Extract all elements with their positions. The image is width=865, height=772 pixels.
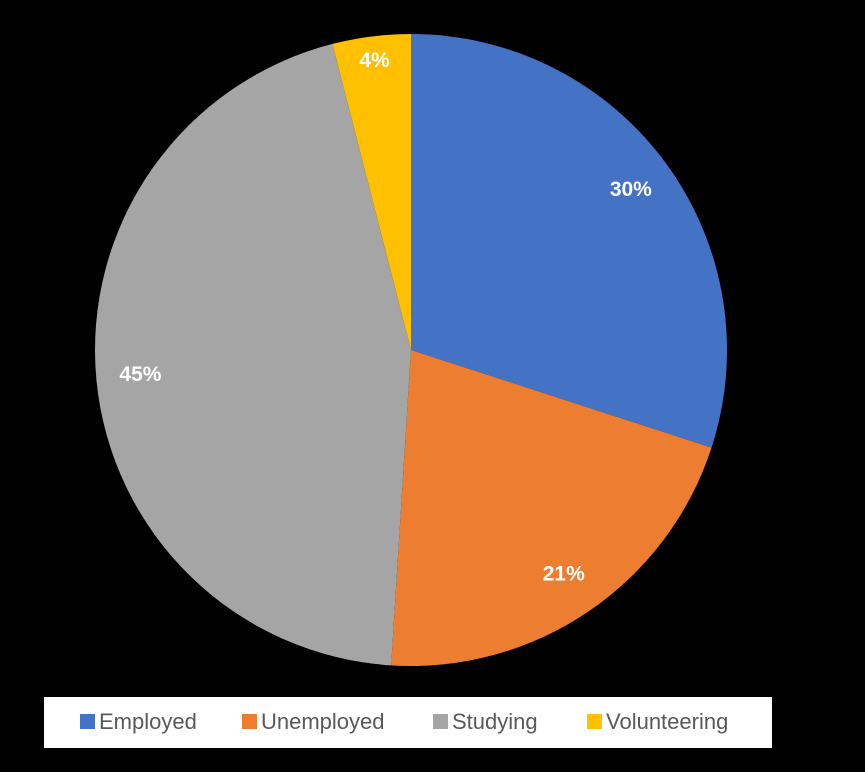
legend-swatch bbox=[242, 714, 257, 729]
legend-label: Volunteering bbox=[606, 709, 728, 734]
legend-label: Studying bbox=[452, 709, 538, 734]
legend-label: Employed bbox=[99, 709, 197, 734]
legend-swatch bbox=[80, 714, 95, 729]
pie-slice bbox=[391, 350, 712, 667]
pie-slice bbox=[94, 43, 412, 666]
legend-label: Unemployed bbox=[261, 709, 385, 734]
data-label: 21% bbox=[543, 562, 585, 585]
data-label: 30% bbox=[610, 178, 652, 201]
legend-box bbox=[44, 697, 772, 748]
data-label: 4% bbox=[359, 49, 390, 72]
data-label: 45% bbox=[119, 363, 161, 386]
legend-swatch bbox=[433, 714, 448, 729]
legend-swatch bbox=[587, 714, 602, 729]
pie-slice bbox=[411, 34, 727, 448]
pie-slice bbox=[332, 34, 411, 350]
